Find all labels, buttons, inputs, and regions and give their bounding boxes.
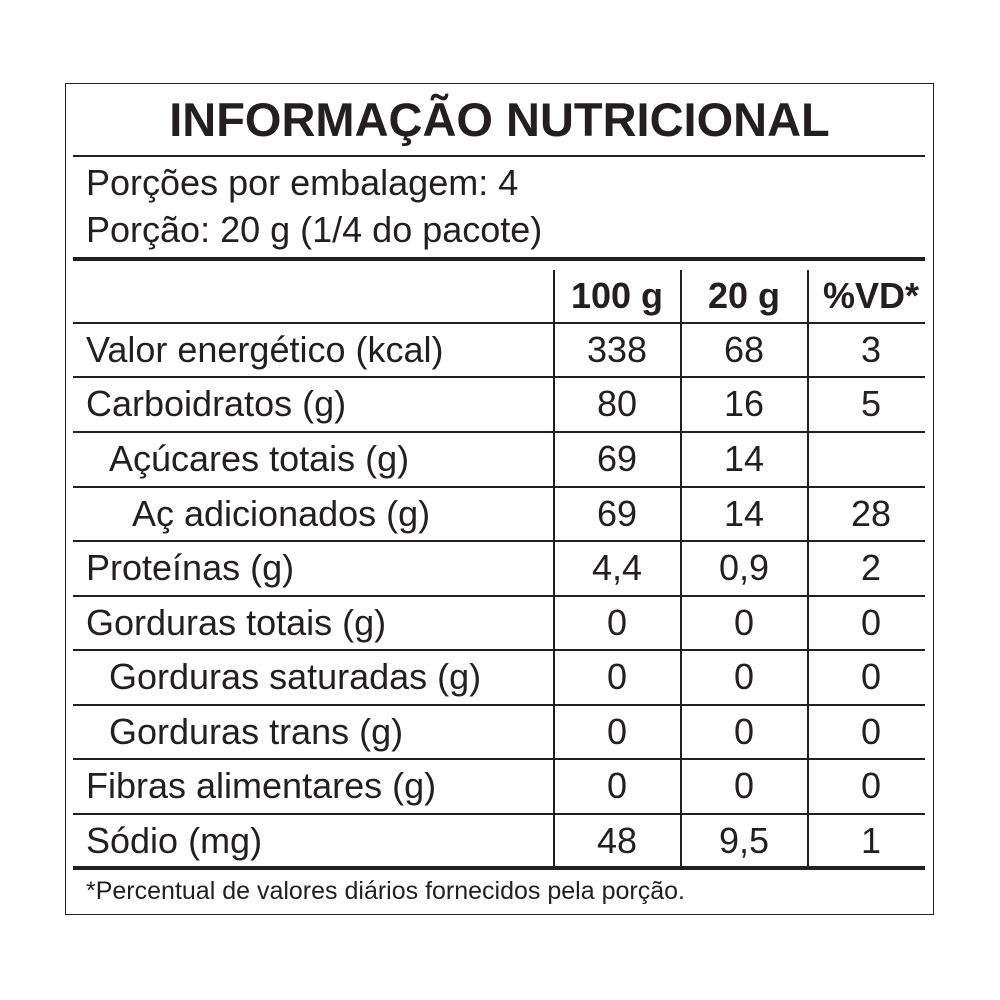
table-title: INFORMAÇÃO NUTRICIONAL [169,93,830,146]
value-daily-percent: 28 [850,493,892,534]
value-per-100g: 80 [596,383,638,424]
row-divider [73,649,925,651]
value-daily-percent: 1 [860,820,882,861]
column-header-serving: 20 g [707,275,781,316]
value-per-serving: 0 [733,765,755,806]
value-per-100g: 338 [586,329,648,370]
value-daily-percent: 0 [860,656,882,697]
row-divider [73,322,925,324]
value-per-serving: 0,9 [718,547,770,588]
value-per-100g: 4,4 [591,547,643,588]
nutrient-label: Carboidratos (g) [86,383,347,424]
divider [73,155,925,157]
nutrient-label: Valor energético (kcal) [86,329,444,370]
nutrient-label: Proteínas (g) [86,547,295,588]
nutrient-label: Fibras alimentares (g) [86,765,437,806]
row-divider [73,376,925,378]
serving-size: Porção: 20 g (1/4 do pacote) [86,209,543,250]
nutrient-label: Aç adicionados (g) [132,493,431,534]
value-per-serving: 16 [723,383,765,424]
value-per-serving: 9,5 [718,820,770,861]
column-header-daily-value: %VD* [822,275,920,316]
nutrition-table-frame [65,83,934,915]
value-per-100g: 0 [606,765,628,806]
value-per-serving: 14 [723,438,765,479]
value-per-100g: 0 [606,656,628,697]
thick-divider [73,257,925,261]
row-divider [73,486,925,488]
nutrient-label: Sódio (mg) [86,820,263,861]
value-per-100g: 0 [606,602,628,643]
column-divider [807,270,809,868]
value-per-serving: 68 [723,329,765,370]
value-daily-percent: 5 [860,383,882,424]
footnote: *Percentual de valores diários fornecido… [86,877,685,905]
row-divider [73,758,925,760]
value-daily-percent: 3 [860,329,882,370]
column-header-100g: 100 g [570,275,664,316]
servings-per-package: Porções por embalagem: 4 [86,162,519,203]
value-daily-percent: 0 [860,765,882,806]
value-per-serving: 0 [733,656,755,697]
value-per-serving: 14 [723,493,765,534]
row-divider [73,595,925,597]
nutrient-label: Gorduras trans (g) [109,711,404,752]
row-divider [73,431,925,433]
nutrient-label: Gorduras totais (g) [86,602,387,643]
column-divider [553,270,555,868]
thick-divider [73,866,925,870]
nutrient-label: Açúcares totais (g) [109,438,410,479]
value-daily-percent: 0 [860,711,882,752]
value-per-100g: 69 [596,438,638,479]
value-per-serving: 0 [733,602,755,643]
value-per-serving: 0 [733,711,755,752]
value-daily-percent: 2 [860,547,882,588]
column-divider [680,270,682,868]
nutrient-label: Gorduras saturadas (g) [109,656,482,697]
value-per-100g: 69 [596,493,638,534]
row-divider [73,813,925,815]
value-per-100g: 48 [596,820,638,861]
value-per-100g: 0 [606,711,628,752]
row-divider [73,540,925,542]
row-divider [73,704,925,706]
value-daily-percent: 0 [860,602,882,643]
